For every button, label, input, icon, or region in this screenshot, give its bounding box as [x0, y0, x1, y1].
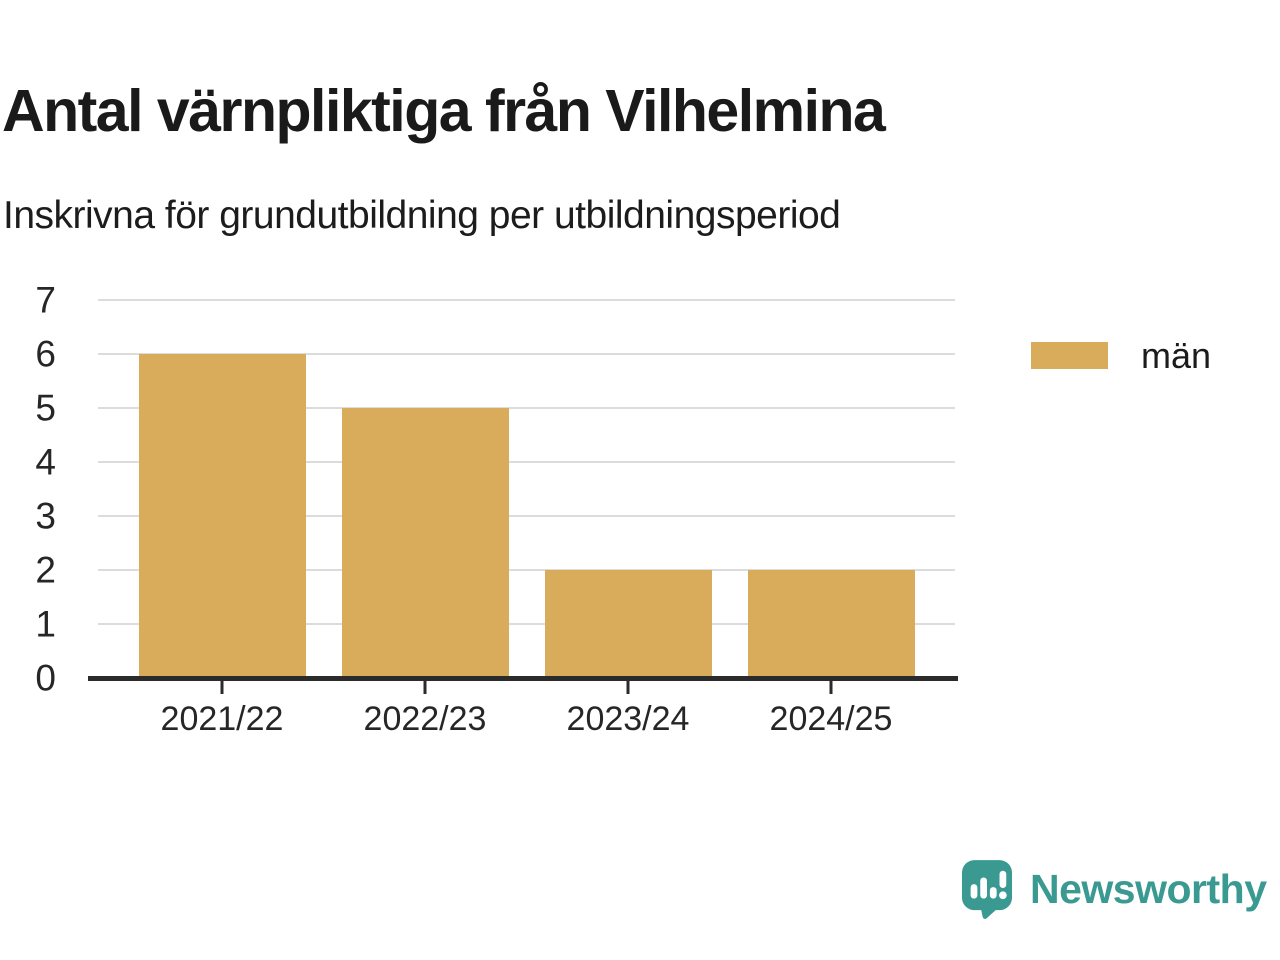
gridline-y2 [98, 569, 955, 571]
y-tick-label-3: 3 [35, 495, 56, 537]
gridline-y6 [98, 353, 955, 355]
y-axis-tick-labels: 0 1 2 3 4 5 6 7 [0, 282, 76, 697]
gridline-y1 [98, 623, 955, 625]
y-tick-label-5: 5 [35, 387, 56, 429]
y-tick-label-1: 1 [35, 603, 56, 645]
y-tick-label-7: 7 [35, 279, 56, 321]
gridline-y3 [98, 515, 955, 517]
legend: män [1031, 334, 1211, 377]
bar-2024/25 [747, 570, 915, 678]
legend-label-man: män [1141, 335, 1212, 376]
chart-title: Antal värnpliktiga från Vilhelmina [2, 77, 886, 144]
x-tick-2021/22 [220, 681, 224, 694]
y-tick-label-4: 4 [35, 441, 56, 483]
x-tick-label-2024/25: 2024/25 [769, 700, 893, 738]
y-tick-label-6: 6 [35, 333, 56, 375]
newsworthy-logo-icon [961, 860, 1013, 919]
x-axis-line [88, 676, 958, 681]
bar-2023/24 [544, 570, 712, 678]
legend-swatch-man [1031, 342, 1108, 370]
y-tick-label-2: 2 [35, 549, 56, 591]
y-tick-label-0: 0 [35, 657, 56, 699]
x-tick-label-2022/23: 2022/23 [363, 700, 487, 738]
bar-2021/22 [138, 354, 306, 678]
x-tick-2023/24 [626, 681, 630, 694]
gridline-y7 [98, 299, 955, 301]
bar-chart-plot-area: 0 1 2 3 4 5 6 7 2021/22 2022/23 2023/24 2024/25 [35, 282, 958, 738]
x-tick-label-2023/24: 2023/24 [566, 700, 690, 738]
newsworthy-logo-text: Newsworthy [1030, 865, 1267, 912]
x-tick-label-2021/22: 2021/22 [160, 700, 284, 738]
x-tick-2022/23 [423, 681, 427, 694]
newsworthy-branding: Newsworthy [961, 858, 1267, 920]
gridline-y4 [98, 461, 955, 463]
x-tick-2024/25 [829, 681, 833, 694]
chart-subtitle: Inskrivna för grundutbildning per utbild… [3, 194, 841, 237]
bar-2022/23 [341, 408, 509, 678]
gridline-y5 [98, 407, 955, 409]
